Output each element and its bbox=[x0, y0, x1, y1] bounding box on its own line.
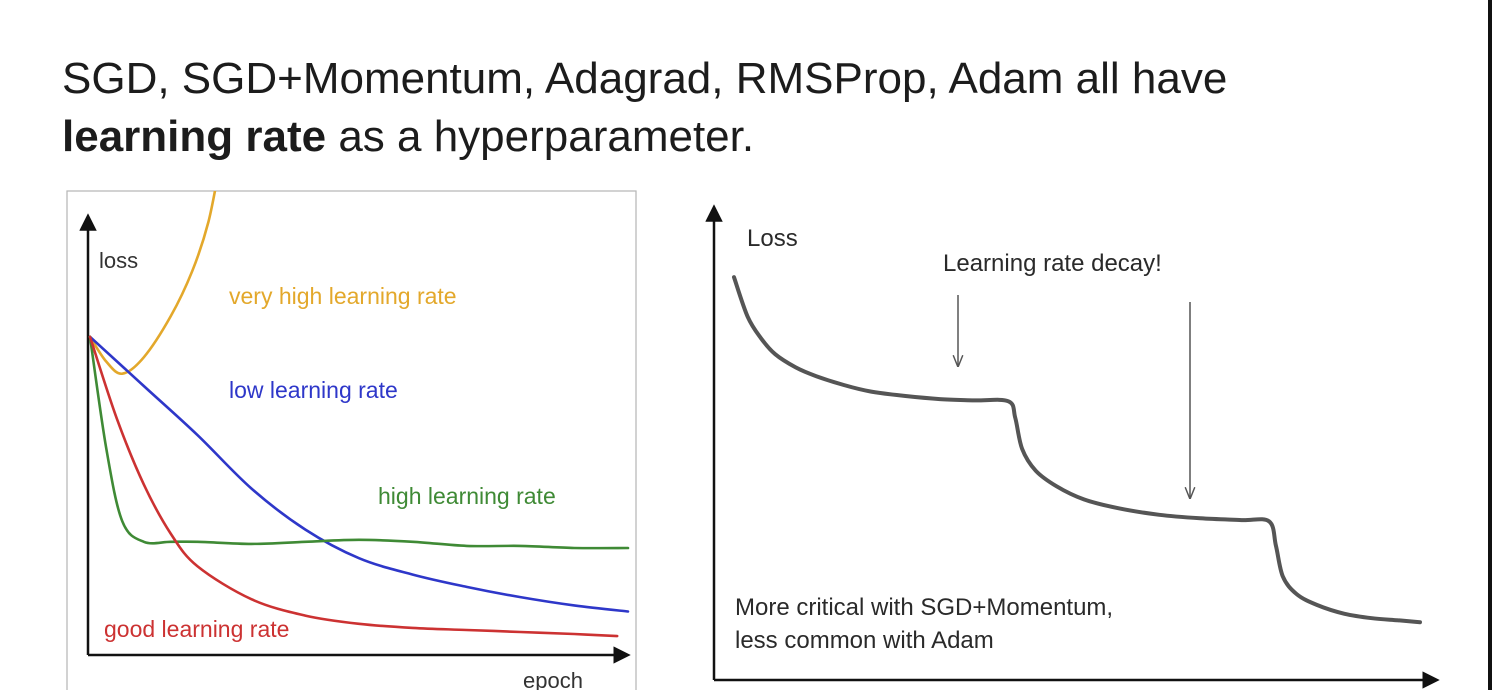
loss-decay-curve bbox=[732, 275, 1422, 625]
legend-label-low: low learning rate bbox=[229, 377, 398, 403]
slide-headline: SGD, SGD+Momentum, Adagrad, RMSProp, Ada… bbox=[62, 50, 1462, 166]
legend-label-good: good learning rate bbox=[104, 616, 289, 642]
series-low-line bbox=[88, 335, 630, 613]
right-chart: Loss Learning rate decay! More critical … bbox=[705, 204, 1440, 689]
left-y-axis-label: loss bbox=[99, 248, 138, 273]
window-edge-bar bbox=[1488, 0, 1492, 690]
decay-annotation-label: Learning rate decay! bbox=[943, 250, 1162, 277]
headline-bold-term: learning rate bbox=[62, 112, 327, 161]
left-chart: loss epoch very high learning rate low l… bbox=[66, 190, 637, 690]
legend-label-high: high learning rate bbox=[378, 483, 556, 509]
right-series-group bbox=[732, 275, 1422, 625]
legend-label-very-high: very high learning rate bbox=[229, 283, 457, 309]
left-chart-frame bbox=[66, 190, 637, 690]
note-line-1: More critical with SGD+Momentum, bbox=[735, 594, 1113, 621]
note-line-2: less common with Adam bbox=[735, 627, 994, 654]
headline-line-1: SGD, SGD+Momentum, Adagrad, RMSProp, Ada… bbox=[62, 54, 1228, 103]
right-y-axis-label: Loss bbox=[747, 225, 798, 252]
series-high-line bbox=[88, 335, 630, 550]
series-good-line bbox=[88, 335, 619, 638]
series-very-high-line bbox=[88, 191, 217, 376]
headline-line-2: learning rate as a hyperparameter. bbox=[62, 108, 1462, 166]
headline-rest: as a hyperparameter. bbox=[326, 112, 755, 161]
left-series-group bbox=[88, 191, 630, 638]
left-x-axis-label: epoch bbox=[523, 668, 583, 690]
